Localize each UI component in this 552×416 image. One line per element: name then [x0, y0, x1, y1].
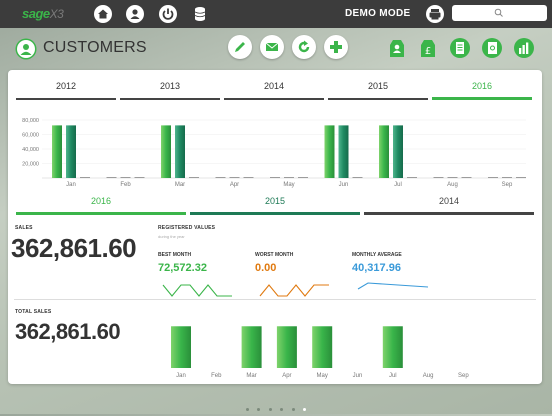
monthly-sales-charts: 80,000 60,000 40,000 20,000 Jan Feb Mar Apr May J… [22, 118, 526, 379]
page-dot-active[interactable] [303, 408, 307, 411]
contact-tag-icon[interactable] [386, 37, 408, 59]
bar-2016 [52, 125, 62, 178]
sage-logo: sageX3 [22, 6, 64, 21]
monthly-average-label: MONTHLY AVERAGE [352, 252, 402, 258]
address-book-icon[interactable] [481, 37, 503, 59]
y-tick-label: 80,000 [22, 118, 39, 124]
total-sales-value: 362,861.60 [15, 319, 121, 344]
user-icon[interactable] [125, 4, 145, 24]
pencil-icon [235, 42, 245, 52]
dashboard-card: 2012 2013 2014 2015 2016 80,000 60,000 40,… [8, 70, 542, 384]
customers-icon [15, 38, 37, 60]
x-tick-label: Mar [246, 373, 256, 379]
bar-2015 [175, 125, 185, 178]
x-tick-label: Mar [175, 182, 185, 188]
x-tick-label: Jan [66, 182, 76, 188]
bar-2015 [338, 125, 349, 178]
best-month-sparkline [162, 284, 232, 297]
x-tick-label: Feb [120, 182, 131, 188]
x-tick-label: Jan [176, 373, 186, 379]
compare-tab-2016[interactable]: 2016 [14, 195, 188, 215]
power-icon[interactable] [158, 4, 178, 24]
bar-2016 [324, 125, 335, 178]
sales-value: 362,861.60 [11, 233, 137, 263]
page-title: CUSTOMERS [43, 39, 147, 56]
page-dot[interactable] [280, 408, 284, 411]
tab-2016[interactable]: 2016 [430, 78, 534, 100]
compare-tab-2015[interactable]: 2015 [188, 195, 362, 215]
envelope-icon [265, 42, 279, 51]
top-bar: sageX3 DEMO MODE [0, 0, 552, 28]
plus-icon [330, 41, 342, 53]
year-tabs: 2012 2013 2014 2015 2016 [14, 78, 536, 100]
refresh-button[interactable] [292, 35, 316, 59]
x-tick-label: Jun [353, 373, 363, 379]
edit-button[interactable] [228, 35, 252, 59]
search-icon [494, 8, 503, 17]
home-icon[interactable] [93, 4, 113, 24]
worst-month-label: WORST MONTH [255, 252, 294, 258]
y-tick-label: 60,000 [22, 133, 39, 139]
x-tick-label: Sep [458, 373, 469, 379]
y-tick-label: 20,000 [22, 162, 39, 168]
y-tick-label: 40,000 [22, 147, 39, 153]
total-sales-bar [276, 326, 297, 368]
registered-values-label: REGISTERED VALUES [158, 225, 216, 231]
bar-2015 [393, 125, 403, 178]
x-tick-label: Jun [339, 182, 349, 188]
total-sales-bar [312, 326, 333, 368]
x-tick-label: Jul [389, 373, 397, 379]
document-list-icon[interactable] [449, 37, 471, 59]
page-dot[interactable] [291, 408, 295, 411]
x-tick-label: Feb [211, 373, 222, 379]
bar-2015 [66, 125, 76, 178]
page-dot[interactable] [268, 408, 272, 411]
kpi-sparklines [162, 282, 429, 297]
x-tick-label: Aug [447, 182, 458, 188]
page-indicator[interactable] [0, 398, 552, 416]
x-tick-label: Apr [230, 182, 239, 188]
registered-values-sublabel: during the year [158, 234, 185, 239]
bar-chart-icon[interactable] [513, 37, 535, 59]
demo-mode-label: DEMO MODE [345, 8, 411, 19]
total-sales-bar [382, 326, 403, 368]
section-divider [14, 299, 536, 300]
email-button[interactable] [260, 35, 284, 59]
best-month-value: 72,572.32 [158, 262, 207, 274]
compare-tabs: 2016 2015 2014 [14, 195, 536, 215]
x-tick-label: Jul [394, 182, 402, 188]
tab-2015[interactable]: 2015 [326, 78, 430, 100]
total-sales-bar [171, 326, 191, 368]
database-icon[interactable] [190, 4, 210, 24]
x-tick-label: Aug [423, 373, 434, 379]
total-sales-bar [241, 326, 262, 368]
tab-2012[interactable]: 2012 [14, 78, 118, 100]
refresh-icon [298, 40, 310, 53]
worst-month-value: 0.00 [255, 262, 277, 274]
x-tick-label: May [317, 373, 328, 379]
printer-icon[interactable] [425, 4, 445, 24]
sales-label: SALES [15, 225, 33, 231]
monthly-average-sparkline [357, 282, 429, 290]
tab-2013[interactable]: 2013 [118, 78, 222, 100]
page-dot[interactable] [257, 408, 261, 411]
monthly-average-value: 40,317.96 [352, 262, 401, 274]
add-button[interactable] [324, 35, 348, 59]
worst-month-sparkline [259, 284, 329, 297]
compare-tab-2014[interactable]: 2014 [362, 195, 536, 215]
bar-2016 [161, 125, 171, 178]
bar-2016 [379, 125, 389, 178]
x-tick-label: Sep [502, 182, 513, 188]
pound-tag-icon[interactable]: £ [417, 37, 439, 59]
svg-text:£: £ [425, 46, 431, 57]
best-month-label: BEST MONTH [158, 252, 192, 258]
total-sales-label: TOTAL SALES [15, 309, 52, 315]
tab-2014[interactable]: 2014 [222, 78, 326, 100]
x-tick-label: May [283, 182, 294, 188]
x-tick-label: Apr [282, 373, 291, 379]
search-input[interactable] [452, 5, 547, 21]
page-dot[interactable] [245, 408, 249, 411]
